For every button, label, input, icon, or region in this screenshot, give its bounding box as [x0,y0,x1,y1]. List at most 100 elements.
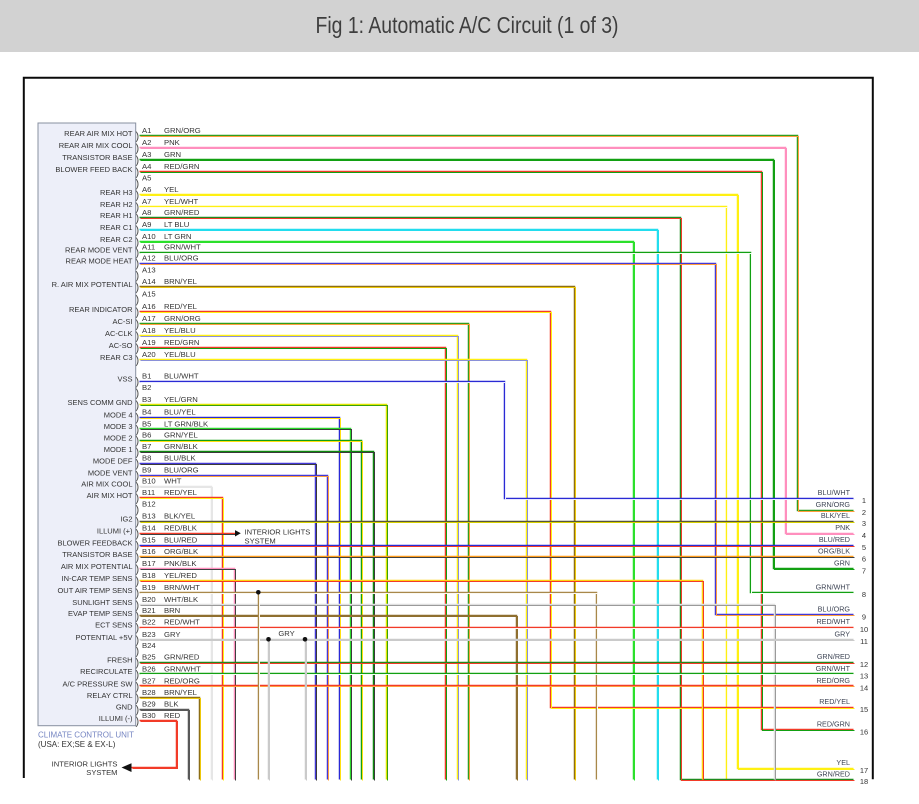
svg-text:B22: B22 [142,618,156,627]
svg-text:REAR H1: REAR H1 [100,211,133,220]
svg-text:GRN/BLK: GRN/BLK [164,442,199,451]
svg-text:REAR AIR MIX COOL: REAR AIR MIX COOL [59,141,133,150]
svg-text:ECT SENS: ECT SENS [95,621,132,630]
svg-text:ORG/BLK: ORG/BLK [164,547,199,556]
svg-text:): ) [136,600,140,612]
svg-text:): ) [136,516,140,528]
svg-text:GRN/ORG: GRN/ORG [164,314,201,323]
svg-text:): ) [136,704,140,716]
svg-text:BLOWER FEEDBACK: BLOWER FEEDBACK [57,539,132,548]
svg-text:REAR C1: REAR C1 [100,223,133,232]
svg-text:B25: B25 [142,653,156,662]
svg-text:A11: A11 [142,243,155,252]
svg-text:B8: B8 [142,454,151,463]
svg-text:OUT AIR TEMP SENS: OUT AIR TEMP SENS [57,586,132,595]
svg-text:RED/YEL: RED/YEL [164,488,198,497]
svg-text:AIR MIX POTENTIAL: AIR MIX POTENTIAL [61,562,133,571]
svg-text:REAR MODE HEAT: REAR MODE HEAT [66,257,133,266]
svg-text:AC-SO: AC-SO [109,341,133,350]
svg-text:): ) [136,178,140,190]
svg-text:B30: B30 [142,711,156,720]
svg-text:): ) [136,294,140,306]
svg-text:7: 7 [862,566,866,575]
svg-text:): ) [136,167,140,179]
svg-text:B28: B28 [142,688,156,697]
svg-text:A1: A1 [142,126,151,135]
svg-text:BRN/YEL: BRN/YEL [164,688,198,697]
svg-text:A7: A7 [142,197,151,206]
svg-text:): ) [136,447,140,459]
svg-text:GRY: GRY [835,630,851,639]
svg-text:BLU/ORG: BLU/ORG [164,466,199,475]
svg-text:AIR MIX COOL: AIR MIX COOL [81,480,132,489]
svg-text:B18: B18 [142,571,156,580]
svg-text:GRN/WHT: GRN/WHT [816,583,851,592]
svg-text:A2: A2 [142,138,151,147]
svg-text:RED/YEL: RED/YEL [819,697,850,706]
svg-text:BLU/BLK: BLU/BLK [164,454,196,463]
svg-text:BLU/RED: BLU/RED [819,535,850,544]
svg-text:MODE 1: MODE 1 [104,445,133,454]
svg-text:RED/WHT: RED/WHT [816,617,850,626]
svg-text:RELAY CTRL: RELAY CTRL [87,691,133,700]
svg-text:B19: B19 [142,583,156,592]
svg-text:GRN/RED: GRN/RED [164,208,200,217]
svg-text:RED/BLK: RED/BLK [164,524,198,533]
svg-text:): ) [136,143,140,155]
svg-text:): ) [136,564,140,576]
svg-text:GRN: GRN [164,150,181,159]
svg-text:GRN/RED: GRN/RED [164,653,200,662]
svg-text:B29: B29 [142,700,156,709]
svg-text:SYSTEM: SYSTEM [245,536,276,545]
svg-text:REAR C3: REAR C3 [100,353,133,362]
svg-text:): ) [136,202,140,214]
svg-text:(USA: EX;SE & EX-L): (USA: EX;SE & EX-L) [38,740,116,749]
svg-text:SYSTEM: SYSTEM [86,768,117,777]
svg-text:1: 1 [862,496,866,505]
svg-text:B16: B16 [142,547,156,556]
svg-text:A16: A16 [142,302,156,311]
svg-text:GRN: GRN [834,559,850,568]
svg-text:16: 16 [860,727,868,736]
svg-text:MODE 2: MODE 2 [104,434,133,443]
svg-text:): ) [136,716,140,728]
svg-text:): ) [136,237,140,249]
svg-text:): ) [136,493,140,505]
svg-text:POTENTIAL +5V: POTENTIAL +5V [75,633,132,642]
svg-text:GRN/RED: GRN/RED [817,770,850,779]
svg-text:SENS COMM GND: SENS COMM GND [67,398,133,407]
svg-text:B24: B24 [142,641,156,650]
svg-text:RED/GRN: RED/GRN [164,338,199,347]
svg-text:): ) [136,247,140,259]
svg-text:A14: A14 [142,277,156,286]
svg-text:): ) [136,155,140,167]
svg-text:B4: B4 [142,408,152,417]
svg-text:): ) [136,540,140,552]
svg-text:Fig 1: Automatic A/C Circuit (: Fig 1: Automatic A/C Circuit (1 of 3) [316,12,619,38]
svg-text:RED/GRN: RED/GRN [817,720,850,729]
svg-text:BRN: BRN [164,606,180,615]
svg-text:): ) [136,190,140,202]
svg-text:B5: B5 [142,419,151,428]
svg-text:YEL: YEL [836,758,850,767]
svg-text:): ) [136,657,140,669]
svg-text:8: 8 [862,590,866,599]
svg-text:BRN/WHT: BRN/WHT [164,583,200,592]
svg-text:): ) [136,576,140,588]
svg-text:LT GRN: LT GRN [164,232,191,241]
svg-text:TRANSISTOR BASE: TRANSISTOR BASE [62,550,132,559]
svg-text:BRN/YEL: BRN/YEL [164,277,198,286]
svg-text:): ) [136,552,140,564]
svg-text:): ) [136,412,140,424]
svg-text:PNK/BLK: PNK/BLK [164,559,197,568]
svg-text:REAR INDICATOR: REAR INDICATOR [69,305,133,314]
svg-text:4: 4 [862,531,866,540]
svg-text:): ) [136,504,140,516]
svg-text:): ) [136,424,140,436]
svg-text:B26: B26 [142,664,156,673]
svg-text:BLU/YEL: BLU/YEL [164,408,196,417]
svg-text:): ) [136,400,140,412]
svg-text:REAR H2: REAR H2 [100,200,133,209]
svg-text:): ) [136,376,140,388]
svg-text:): ) [136,258,140,270]
